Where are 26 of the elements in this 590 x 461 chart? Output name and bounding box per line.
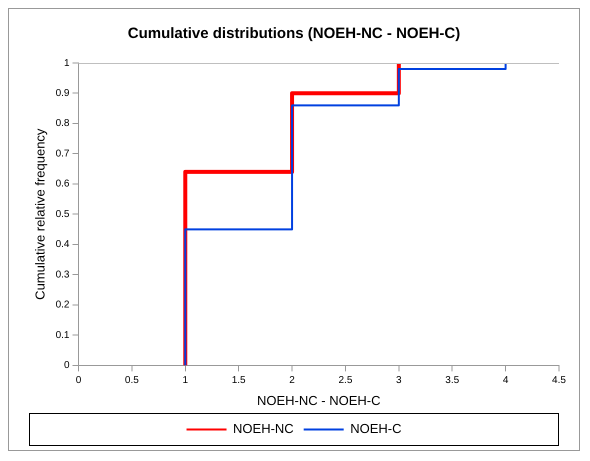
y-tick-label: 0.6 — [56, 178, 70, 190]
x-tick-label: 1 — [182, 375, 188, 386]
x-tick-label: 0 — [76, 375, 82, 386]
x-tick-label: 2.5 — [338, 375, 353, 386]
y-tick-label: 0.7 — [56, 148, 70, 160]
x-axis-title: NOEH-NC - NOEH-C — [257, 392, 380, 408]
legend-label: NOEH-NC — [233, 421, 294, 436]
legend-label: NOEH-C — [350, 421, 402, 436]
y-tick-label: 0 — [64, 360, 70, 372]
y-axis-title: Cumulative relative frequency — [32, 128, 48, 300]
x-tick-label: 0.5 — [124, 375, 140, 386]
x-tick-label: 4.5 — [552, 375, 566, 386]
y-tick-label: 1 — [64, 58, 70, 69]
x-tick-label: 2 — [289, 375, 296, 386]
y-tick-label: 0.4 — [56, 239, 70, 250]
x-tick-label: 4 — [502, 375, 509, 386]
y-tick-label: 0.1 — [56, 330, 70, 341]
y-tick-label: 0.9 — [56, 88, 70, 99]
x-tick-label: 3 — [396, 375, 402, 386]
chart-title: Cumulative distributions (NOEH-NC - NOEH-C) — [128, 25, 460, 42]
x-tick-label: 3.5 — [445, 375, 460, 386]
x-tick-label: 1.5 — [232, 375, 246, 386]
y-tick-label: 0.5 — [56, 208, 70, 220]
y-tick-label: 0.8 — [56, 118, 70, 130]
y-tick-label: 0.3 — [56, 269, 70, 280]
y-tick-label: 0.2 — [56, 300, 70, 311]
